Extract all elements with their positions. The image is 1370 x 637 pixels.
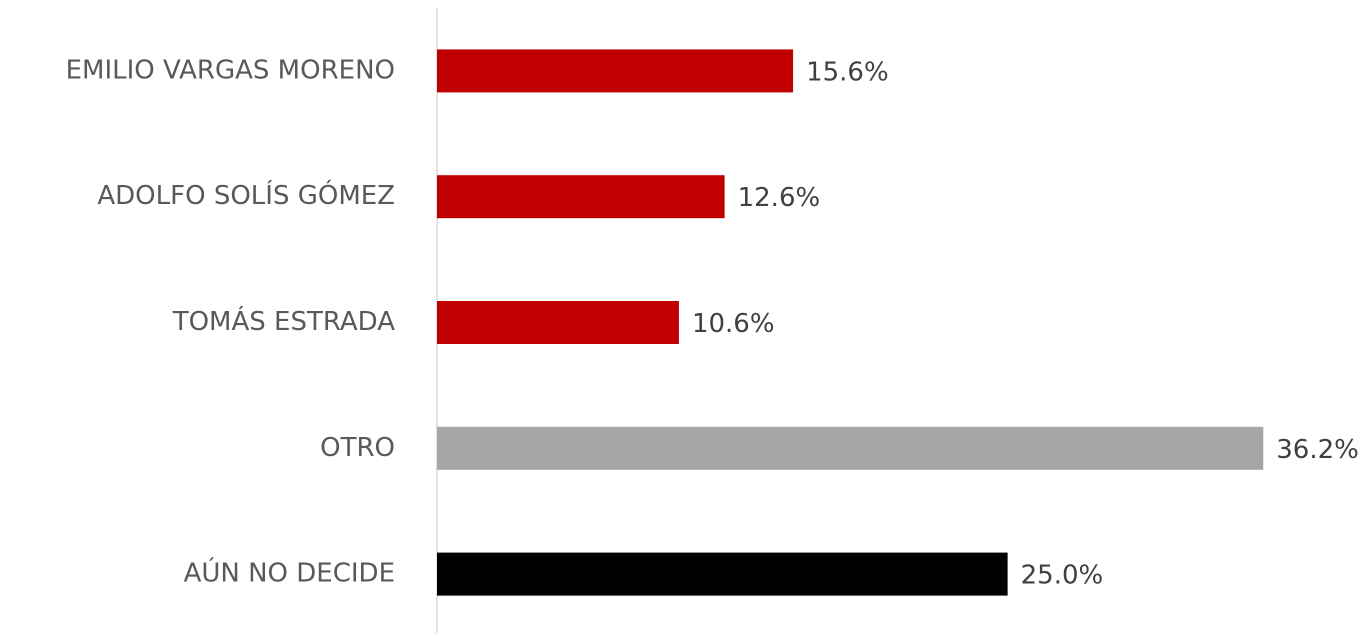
value-label: 36.2% — [1276, 435, 1359, 465]
category-label: ADOLFO SOLÍS GÓMEZ — [97, 179, 395, 211]
value-label: 15.6% — [806, 57, 889, 87]
bar — [437, 426, 1264, 470]
bar — [437, 552, 1008, 596]
value-label: 12.6% — [738, 183, 821, 213]
bar — [437, 49, 794, 93]
category-label: EMILIO VARGAS MORENO — [66, 55, 395, 85]
bar — [437, 301, 679, 344]
value-label: 25.0% — [1021, 561, 1104, 591]
bar — [437, 175, 725, 219]
category-label: OTRO — [320, 433, 395, 463]
value-label: 10.6% — [692, 309, 775, 339]
category-label: AÚN NO DECIDE — [184, 557, 395, 589]
category-label: TOMÁS ESTRADA — [172, 305, 396, 337]
